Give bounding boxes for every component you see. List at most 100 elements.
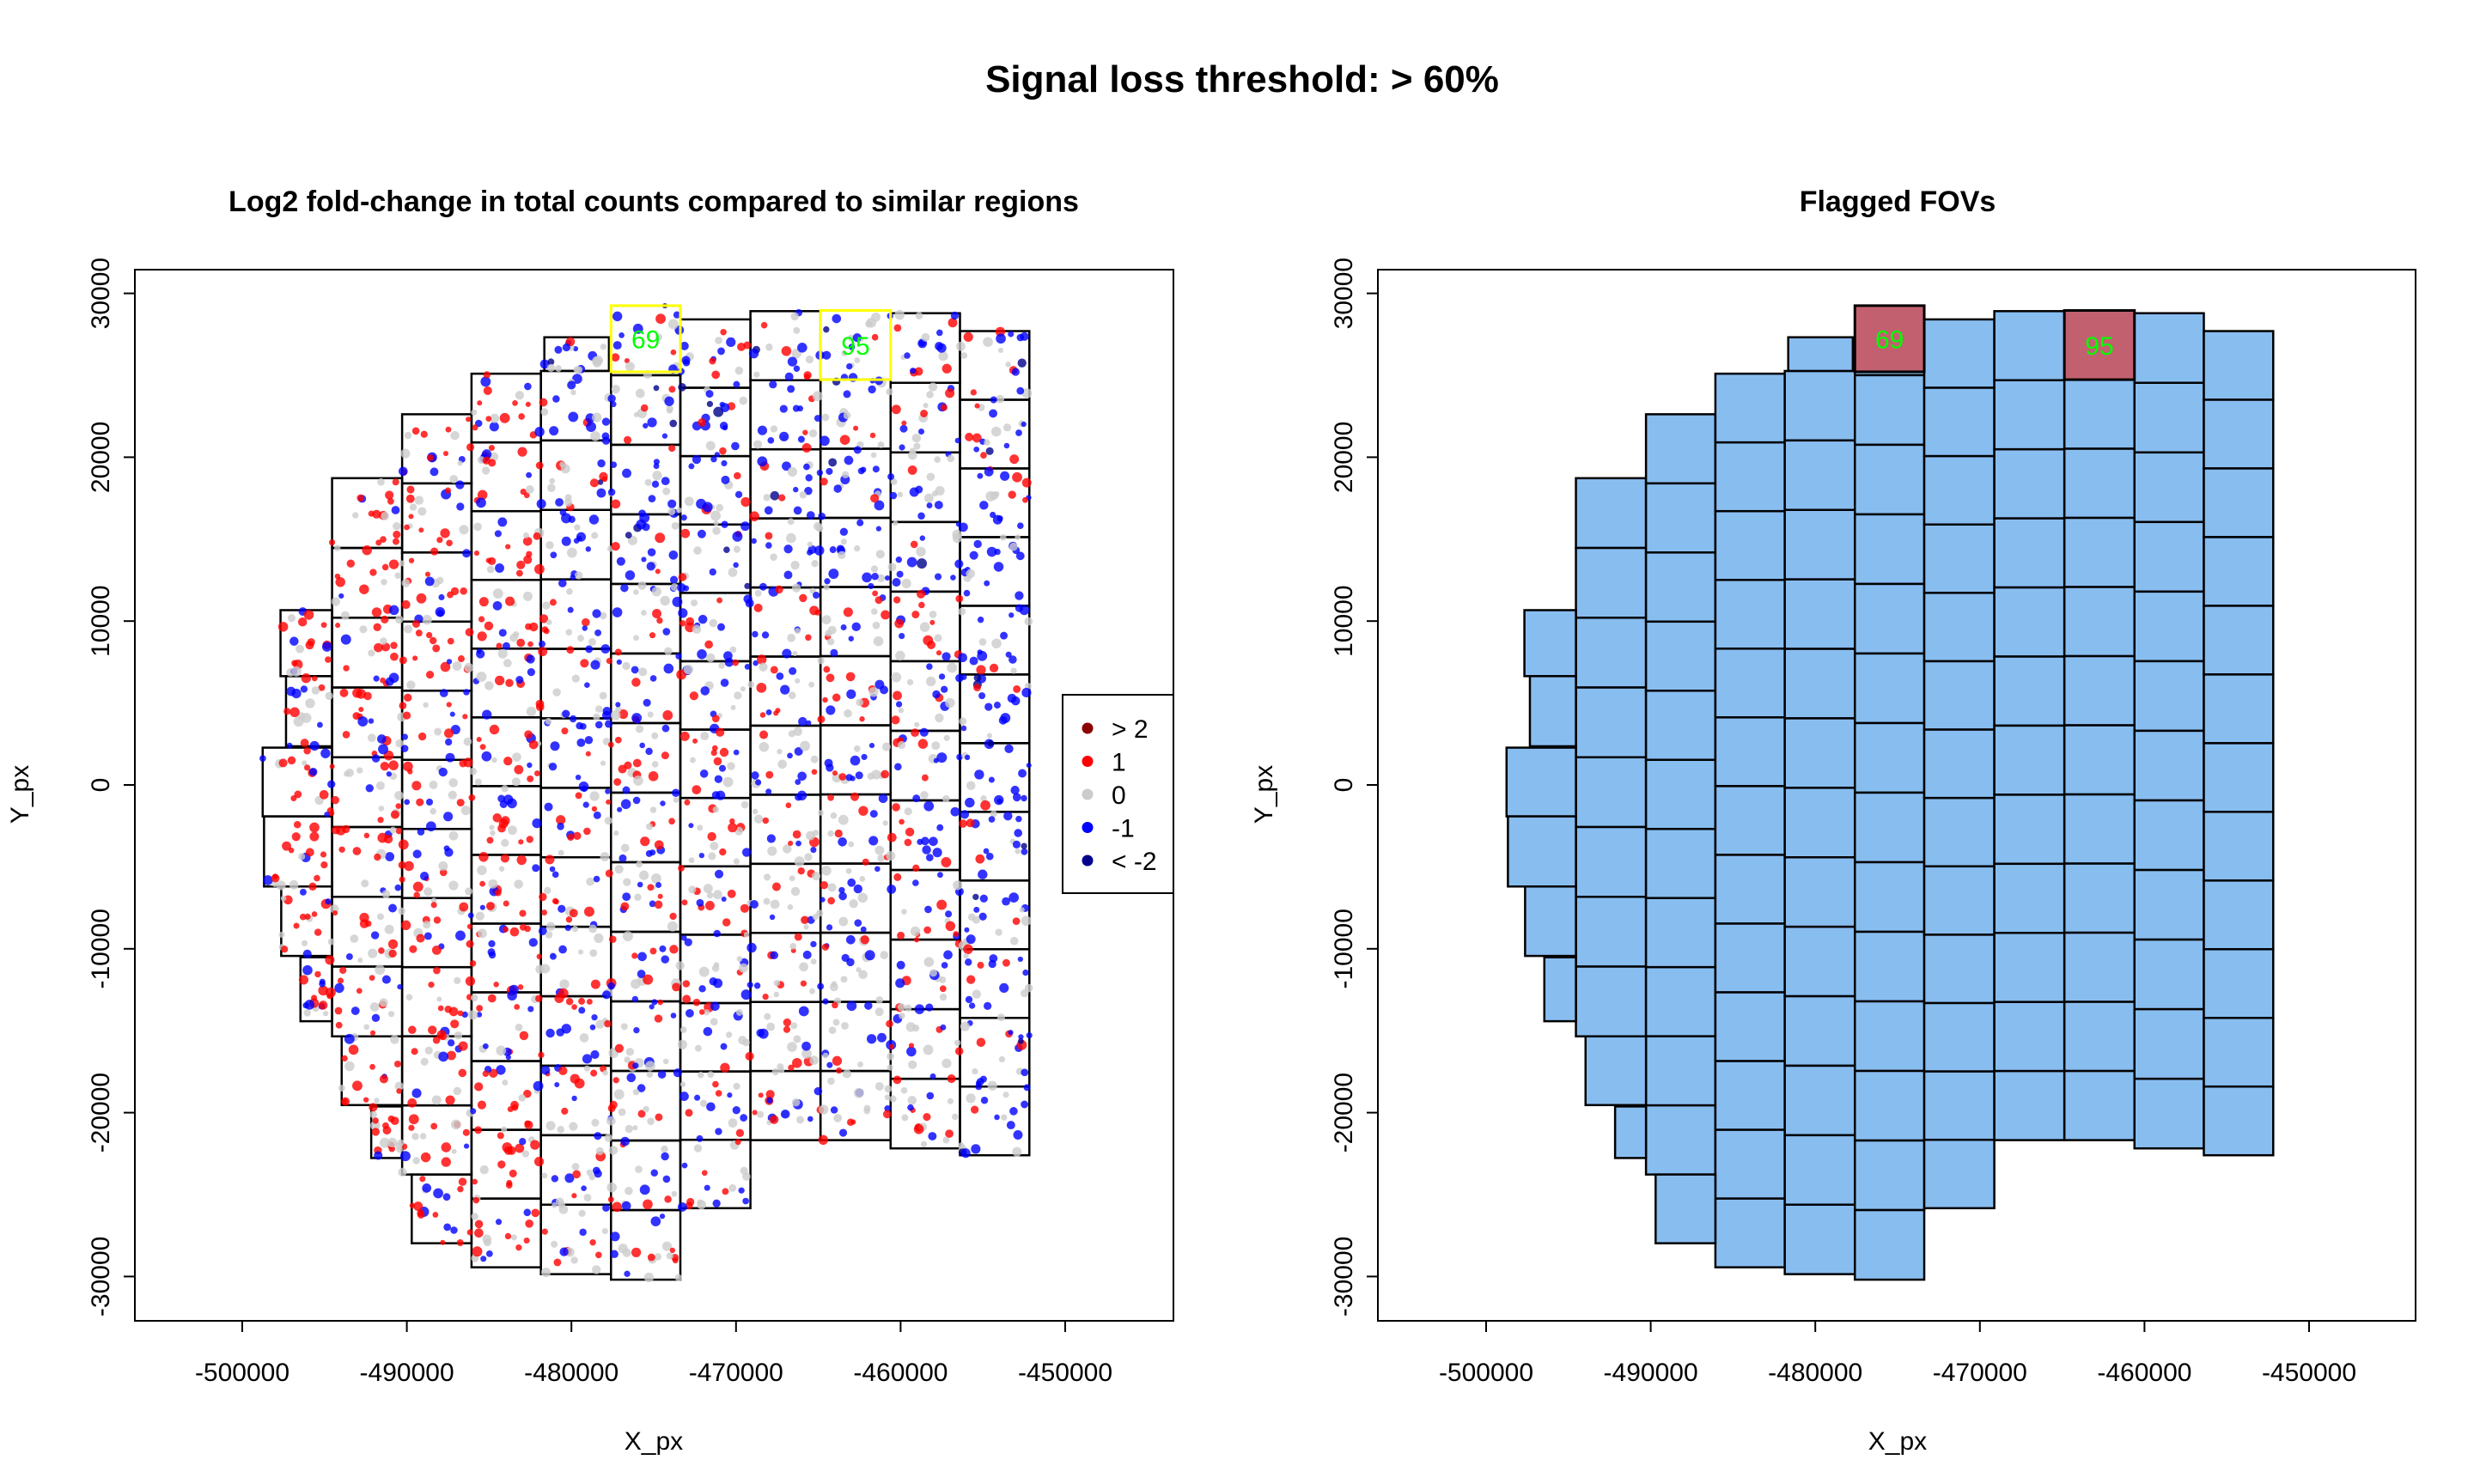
cell-point [443,1223,452,1232]
cell-point [680,934,687,941]
fov-tile [1923,660,1996,731]
cell-point [827,830,834,837]
cell-point [777,759,787,769]
cell-point [549,426,559,436]
cell-point [960,1148,971,1159]
cell-point [566,547,577,558]
cell-point [706,891,714,899]
cell-point [696,1134,704,1142]
cell-point [476,736,482,742]
y-tick-label: -10000 [1330,909,1358,988]
cell-point [408,1025,417,1034]
cell-point [720,678,729,687]
cell-point [633,775,643,786]
cell-point [822,1052,829,1059]
cell-point [428,981,435,988]
cell-point [503,756,513,766]
cell-point [801,1049,812,1059]
cell-point [668,386,676,393]
cell-point [843,607,853,617]
cell-point [371,1128,381,1136]
cell-point [517,447,527,457]
cell-point [640,836,650,847]
cell-point [841,953,850,963]
cell-point [438,861,448,871]
cell-point [664,647,673,655]
cell-point [923,1113,931,1122]
cell-point [887,832,897,842]
cell-point [669,945,679,954]
cell-point [762,993,769,1000]
cell-point [388,949,397,958]
cell-point [510,1234,517,1241]
cell-point [886,388,893,396]
cell-point [576,532,587,542]
cell-point [338,593,344,599]
cell-point [490,413,500,423]
cell-point [753,814,764,824]
cell-point [672,596,683,607]
cell-point [297,712,306,721]
cell-point [937,872,943,879]
x-tick-label: -450000 [2262,1359,2356,1387]
cell-point [990,810,997,818]
cell-point [1021,1068,1029,1077]
cell-point [822,350,832,360]
cell-point [664,396,674,406]
cell-point [570,575,576,581]
cell-point [756,682,767,693]
cell-point [389,826,397,834]
cell-point [604,720,613,728]
fov-tile [1575,756,1648,829]
cell-point [713,978,723,988]
cell-point [631,678,641,687]
cell-point [675,961,685,970]
cell-point [468,1010,478,1020]
cell-point [765,344,773,351]
cell-point [582,1054,593,1064]
cell-point [334,544,341,551]
cell-point [875,526,882,532]
cell-point [405,994,413,1001]
cell-point [765,770,774,779]
cell-point [985,447,994,455]
cell-point [411,619,420,628]
cell-point [966,569,976,579]
cell-point [770,666,778,674]
fov-tile [1854,721,1926,794]
cell-point [787,752,793,759]
cell-point [945,1129,954,1138]
cell-point [934,501,943,509]
cell-point [857,892,868,903]
cell-point [497,648,508,659]
cell-point [457,460,463,466]
cell-point [803,463,810,471]
y-tick-label: 30000 [1330,258,1358,329]
cell-point [524,382,532,391]
cell-point [755,779,762,786]
cell-point [600,852,610,861]
cell-point [812,871,821,881]
cell-point [408,1114,419,1125]
cell-point [821,866,832,876]
cell-point [643,1105,649,1113]
fov-tile [2063,793,2136,865]
cell-point [1021,848,1028,855]
cell-point [369,1063,375,1070]
cell-point [612,1077,619,1084]
cell-point [478,928,487,939]
fov-tile [1575,825,1648,898]
cell-point [999,982,1009,993]
cell-point [733,545,740,553]
cell-point [713,757,722,766]
cell-point [420,1152,431,1163]
cell-point [817,657,825,665]
cell-point [625,362,635,372]
cell-point [828,1026,837,1035]
cell-point [1015,815,1022,823]
fov-tile [2063,931,2136,1003]
flagged-fov-tile [1853,304,1926,374]
cell-point [440,528,450,538]
cell-point [311,675,318,682]
cell-point [481,751,492,762]
